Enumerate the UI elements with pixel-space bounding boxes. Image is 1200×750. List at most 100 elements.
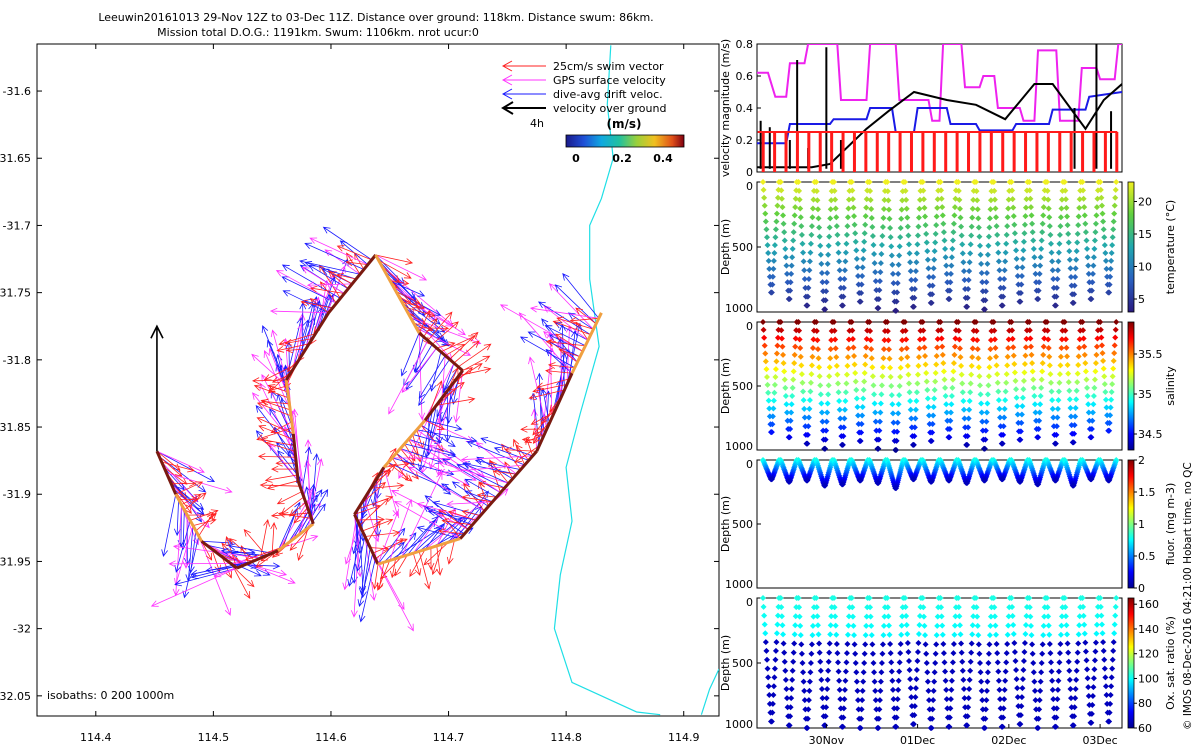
swim-vector-arrow: [367, 468, 391, 494]
swim-vector-arrow: [211, 548, 221, 573]
profile-point: [990, 595, 997, 601]
profile-point: [997, 284, 1004, 291]
profile-point: [876, 697, 883, 704]
profile-point: [947, 696, 954, 703]
profile-point: [939, 212, 946, 219]
profile-point: [763, 226, 770, 233]
swim-vector-arrow: [547, 362, 575, 369]
profile-point: [977, 251, 984, 258]
profile-point: [1010, 352, 1017, 359]
profile-point: [1093, 621, 1100, 628]
profile-point: [951, 351, 958, 358]
profile-point: [1065, 379, 1072, 386]
profile-point: [976, 650, 983, 657]
drift-velocity-arrow: [308, 299, 322, 344]
profile-point: [966, 259, 973, 266]
profile-point: [1064, 640, 1071, 647]
profile-point: [916, 613, 923, 620]
profile-point: [1026, 327, 1033, 334]
profile-point: [920, 327, 927, 334]
profile-point: [795, 595, 802, 601]
profile-point: [869, 373, 876, 380]
profile-point: [887, 650, 894, 657]
profile-point: [771, 242, 778, 249]
profile-point: [1011, 361, 1018, 368]
profile-point: [886, 355, 893, 362]
profile-point: [903, 622, 910, 629]
profile-point: [788, 686, 795, 692]
profile-point: [894, 428, 901, 435]
swim-vector-arrow: [256, 402, 292, 417]
profile-point: [1011, 369, 1018, 376]
profile-point: [948, 686, 955, 693]
profile-point: [960, 268, 967, 275]
profile-point: [938, 327, 945, 334]
profile-point: [999, 723, 1006, 730]
profile-point: [827, 215, 834, 222]
profile-point: [903, 336, 910, 343]
profile-point: [1008, 179, 1015, 185]
profile-point: [1023, 196, 1030, 203]
profile-point: [1080, 335, 1087, 342]
map-y-tick-label: -31.9: [3, 488, 31, 501]
profile-point: [804, 715, 811, 722]
profile-point: [897, 373, 904, 380]
profile-point: [837, 415, 844, 422]
swim-vector-arrow: [289, 502, 306, 517]
track-segment: [535, 372, 574, 452]
profile-point: [1100, 639, 1107, 646]
map-y-tick-label: -31.65: [0, 152, 31, 165]
profile-point: [836, 406, 843, 413]
profile-point: [987, 346, 994, 353]
colorbar-tick-label: 2: [1138, 454, 1145, 467]
profile-point: [914, 380, 921, 387]
profile-point: [839, 302, 846, 309]
profile-point: [897, 640, 904, 647]
profile-point: [774, 621, 781, 628]
drift-velocity-arrow: [429, 395, 445, 440]
profile-point: [760, 603, 767, 610]
profile-point: [1072, 686, 1079, 692]
profile-point: [1072, 265, 1079, 272]
time-tick-label: 02Dec: [991, 734, 1026, 747]
panel-ylabel: Depth (m): [719, 358, 732, 414]
profile-point: [986, 364, 993, 371]
profile-point: [809, 205, 816, 212]
profile-point: [893, 723, 900, 730]
drift-velocity-arrow: [416, 525, 461, 539]
map-y-tick-label: -31.8: [3, 354, 31, 367]
gps-velocity-arrow: [375, 254, 428, 281]
profile-point: [919, 595, 926, 601]
profile-point: [938, 195, 945, 202]
profile-point: [946, 477, 953, 484]
profile-point: [921, 344, 928, 351]
profile-point: [1061, 319, 1068, 325]
track-segment: [423, 369, 464, 422]
profile-point: [1112, 612, 1119, 619]
profile-point: [959, 250, 966, 257]
profile-point: [1113, 595, 1120, 601]
profile-point: [1068, 695, 1075, 702]
swim-vector-arrow: [530, 411, 555, 425]
profile-point: [762, 358, 769, 365]
drift-velocity-arrow: [281, 276, 337, 304]
profile-point: [922, 641, 929, 648]
profile-point: [896, 383, 903, 389]
gps-velocity-arrow: [175, 494, 199, 546]
profile-point: [1053, 293, 1060, 300]
profile-point: [824, 409, 831, 416]
profile-point: [1097, 186, 1104, 193]
profile-point: [1110, 639, 1117, 646]
profile-point: [1057, 214, 1064, 221]
profile-point: [940, 229, 947, 236]
profile-point: [784, 704, 791, 711]
profile-point: [887, 373, 894, 380]
profile-point: [833, 214, 840, 221]
profile-point: [870, 242, 877, 249]
profile-point: [1039, 368, 1046, 375]
profile-point: [1023, 613, 1030, 620]
swim-vector-arrow: [521, 436, 542, 444]
profile-point: [764, 665, 771, 672]
profile-point: [1075, 631, 1082, 638]
